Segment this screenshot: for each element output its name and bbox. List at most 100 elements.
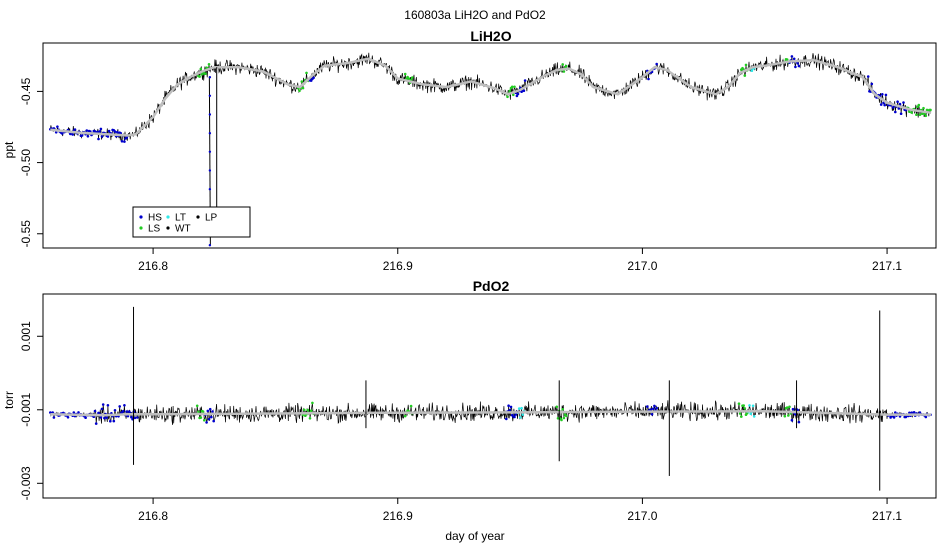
legend-marker-ls bbox=[139, 226, 143, 230]
pdo2-ls-point bbox=[787, 414, 790, 417]
pdo2-ls-point bbox=[306, 408, 310, 412]
pdo2-lt-point bbox=[517, 407, 521, 410]
y-tick-label: -0.50 bbox=[19, 149, 33, 177]
pdo2-hs-point bbox=[94, 422, 98, 425]
legend-box bbox=[132, 206, 251, 238]
pdo2-ls-point bbox=[737, 402, 741, 406]
legend-label-lp: LP bbox=[205, 213, 218, 224]
pdo2-hs-point bbox=[924, 415, 928, 419]
lih2o-ls-point bbox=[513, 85, 516, 89]
x-tick-label: 216.9 bbox=[383, 509, 413, 523]
lih2o-ls-point bbox=[922, 106, 925, 110]
pdo2-hs-point bbox=[912, 411, 916, 414]
pdo2-hs-point bbox=[118, 405, 121, 408]
pdo2-hs-point bbox=[106, 404, 110, 407]
lih2o-ls-point bbox=[561, 63, 564, 66]
lih2o-data-layer bbox=[49, 52, 932, 247]
lih2o-ls-point bbox=[508, 89, 512, 93]
lih2o-hs-point bbox=[97, 137, 100, 141]
lih2o-hs-point bbox=[790, 55, 794, 58]
lih2o-hs-point bbox=[100, 135, 104, 138]
lih2o-ls-point bbox=[305, 71, 308, 75]
y-tick-label: -0.55 bbox=[19, 220, 33, 248]
lih2o-dropout-point bbox=[208, 113, 212, 116]
pdo2-lt-point bbox=[751, 404, 755, 408]
pdo2-ls-point bbox=[197, 410, 200, 414]
lih2o-ls-point bbox=[929, 108, 932, 112]
x-tick-label: 216.9 bbox=[383, 259, 413, 273]
lih2o-hs-point bbox=[123, 140, 126, 143]
y-tick-label: -0.45 bbox=[19, 77, 33, 105]
pdo2-hs-point bbox=[121, 409, 125, 413]
lih2o-dropout-point bbox=[208, 169, 212, 172]
legend-marker-hs bbox=[139, 215, 143, 219]
lih2o-ls-point bbox=[204, 72, 207, 75]
lih2o-hs-point bbox=[883, 103, 886, 107]
pdo2-hs-point bbox=[211, 410, 214, 413]
pdo2-hs-point bbox=[77, 411, 80, 414]
x-tick-label: 217.0 bbox=[627, 259, 657, 273]
pdo2-ls-point bbox=[201, 410, 205, 413]
lih2o-ls-point bbox=[744, 63, 748, 67]
pdo2-ls-point bbox=[555, 405, 559, 409]
lih2o-hs-point bbox=[515, 94, 519, 98]
lih2o-hs-point bbox=[120, 140, 124, 143]
lih2o-plot-frame bbox=[42, 42, 937, 249]
lih2o-dropout-point bbox=[208, 94, 212, 98]
lih2o-hs-point bbox=[902, 101, 905, 104]
lih2o-y-axis-label: ppt bbox=[2, 141, 16, 158]
pdo2-ls-point bbox=[562, 416, 566, 420]
lih2o-dropout-point bbox=[208, 132, 212, 135]
pdo2-hs-point bbox=[892, 416, 896, 419]
pdo2-hs-point bbox=[99, 416, 103, 419]
pdo2-hs-point bbox=[133, 416, 137, 420]
pdo2-hs-point bbox=[650, 413, 654, 416]
lih2o-hs-point bbox=[896, 100, 899, 103]
pdo2-ls-point bbox=[742, 404, 745, 407]
pdo2-data-layer bbox=[49, 306, 932, 491]
pdo2-hs-point bbox=[136, 416, 139, 419]
pdo2-hs-point bbox=[653, 404, 656, 408]
pdo2-ls-point bbox=[195, 404, 199, 408]
pdo2-hs-point bbox=[208, 407, 212, 411]
lih2o-hs-point bbox=[99, 127, 103, 131]
pdo2-ls-point bbox=[783, 414, 787, 418]
lih2o-hs-point bbox=[796, 62, 799, 65]
lih2o-ls-point bbox=[207, 63, 211, 66]
x-axis-label: day of year bbox=[445, 529, 504, 543]
pdo2-ls-point bbox=[564, 414, 568, 418]
pdo2-lt-point bbox=[752, 415, 756, 418]
pdo2-hs-point bbox=[72, 411, 76, 414]
lih2o-ls-point bbox=[918, 113, 922, 116]
pdo2-panel: PdO2 216.8 216.9 217.0 217.1 0.001 -0.001 -0.0… bbox=[2, 278, 937, 523]
lih2o-smoothed-line bbox=[50, 57, 932, 137]
lih2o-dropout-point bbox=[208, 76, 212, 79]
legend-label-lt: LT bbox=[175, 213, 186, 224]
pdo2-ls-point bbox=[403, 414, 407, 418]
pdo2-ls-point bbox=[785, 406, 789, 409]
pdo2-ls-point bbox=[311, 401, 314, 405]
lih2o-hs-point bbox=[899, 112, 903, 115]
lih2o-hs-point bbox=[312, 76, 315, 79]
pdo2-lt-point bbox=[748, 404, 751, 407]
pdo2-ls-point bbox=[203, 418, 206, 422]
x-tick-label: 217.1 bbox=[872, 509, 902, 523]
lih2o-hs-point bbox=[71, 133, 74, 136]
pdo2-ls-point bbox=[556, 417, 560, 420]
lih2o-hs-point bbox=[73, 128, 77, 131]
lih2o-ls-point bbox=[562, 70, 566, 73]
pdo2-hs-point bbox=[509, 405, 513, 409]
lih2o-hs-point bbox=[794, 65, 797, 69]
legend-label-hs: HS bbox=[148, 213, 162, 224]
lih2o-hs-point bbox=[60, 132, 64, 135]
pdo2-hs-point bbox=[894, 411, 897, 414]
lih2o-hs-point bbox=[898, 102, 902, 106]
pdo2-ls-point bbox=[302, 408, 306, 412]
lih2o-hs-point bbox=[98, 130, 101, 133]
pdo2-lt-point bbox=[519, 416, 522, 419]
pdo2-lt-point bbox=[749, 412, 752, 416]
pdo2-title: PdO2 bbox=[473, 278, 510, 294]
pdo2-hs-point bbox=[206, 409, 210, 413]
legend-label-wt: WT bbox=[175, 224, 191, 235]
lih2o-hs-point bbox=[866, 75, 870, 78]
